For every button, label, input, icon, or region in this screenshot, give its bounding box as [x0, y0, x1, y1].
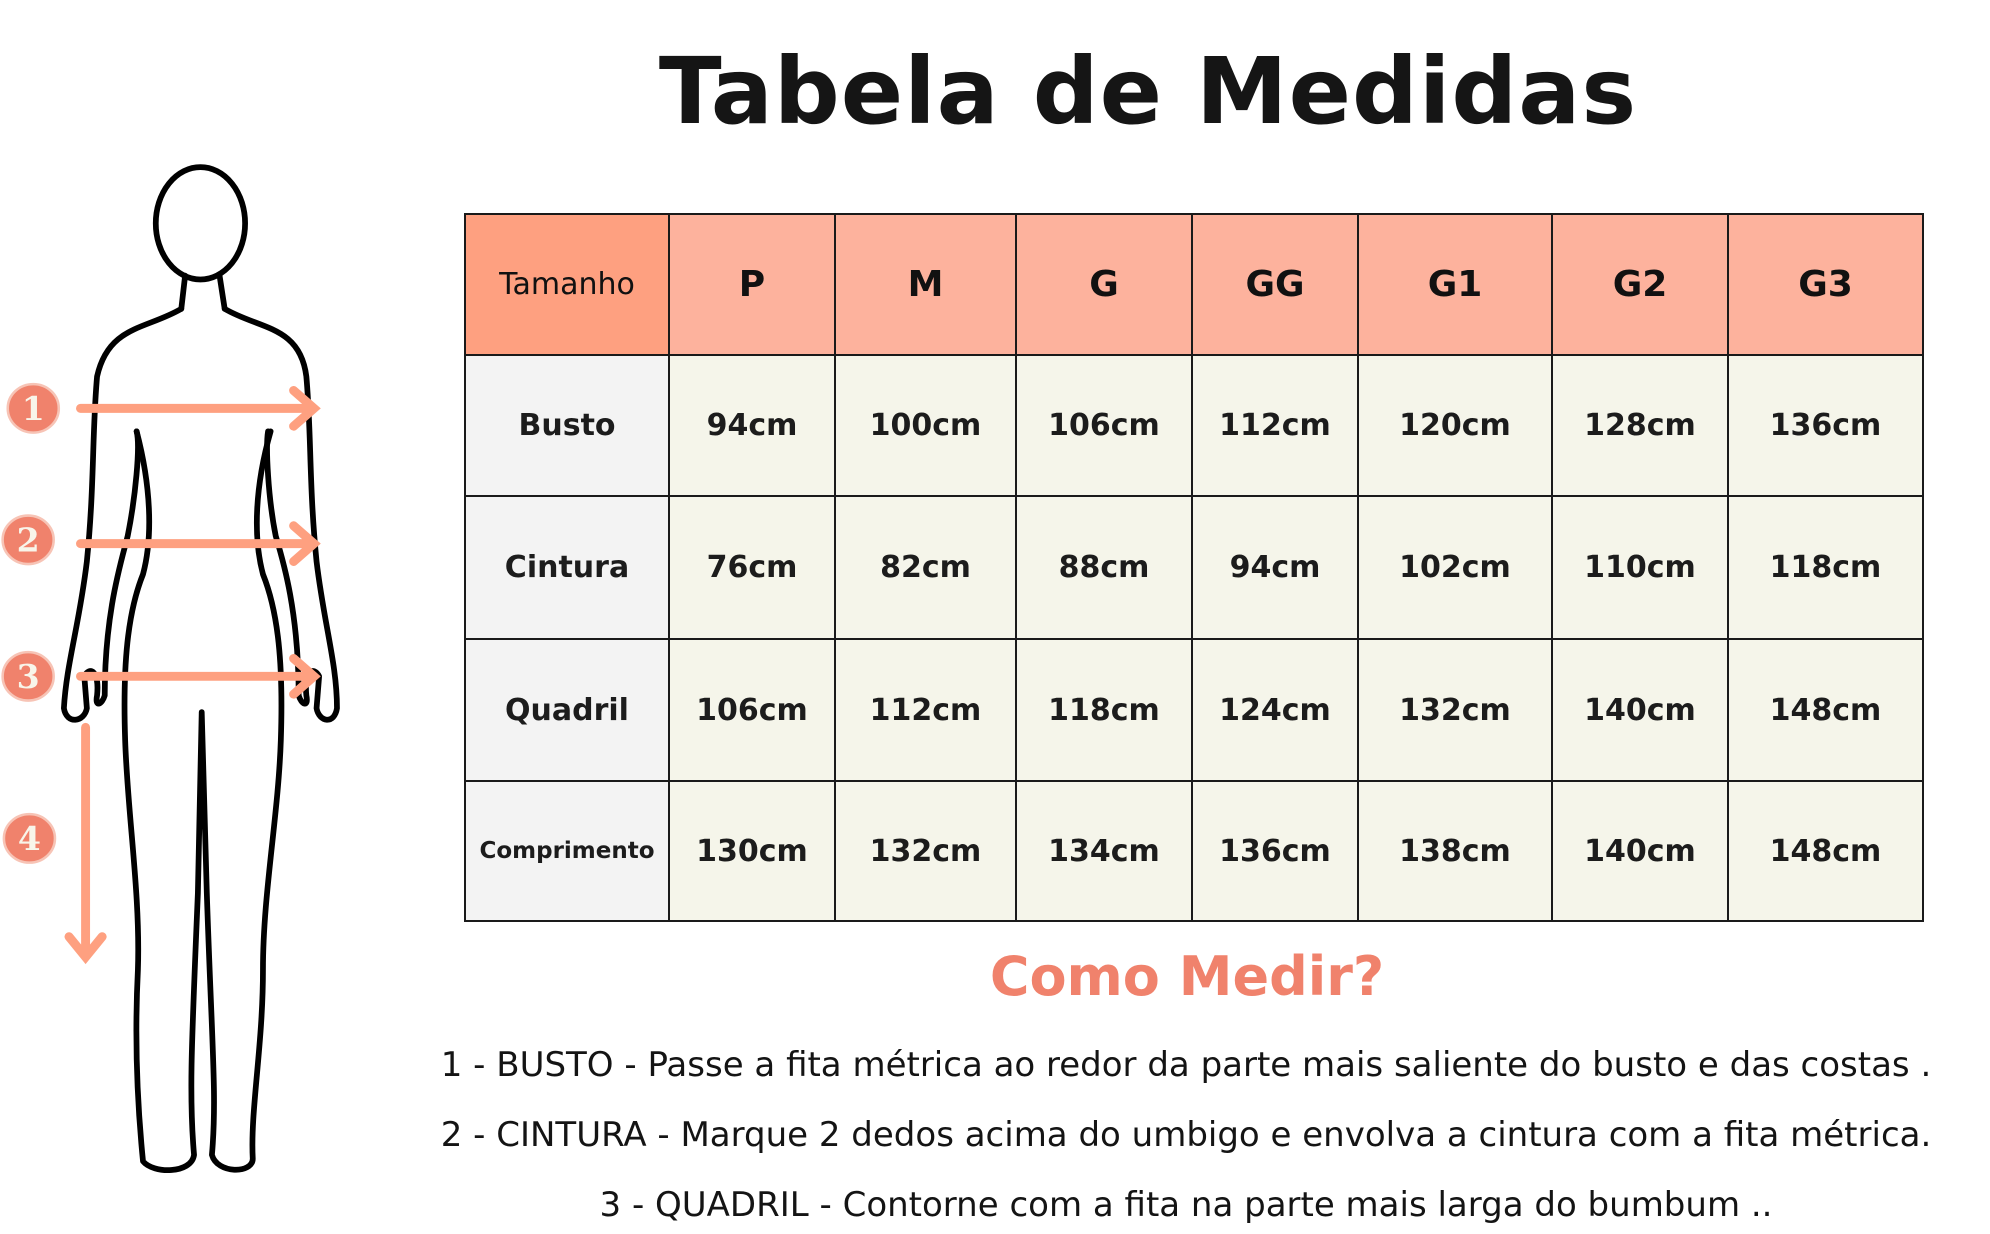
table-cell: 140cm — [1551, 780, 1729, 922]
table-cell: 100cm — [834, 354, 1017, 497]
svg-text:3: 3 — [17, 657, 40, 696]
table-row: Busto 94cm 100cm 106cm 112cm 120cm 128cm… — [464, 354, 1924, 497]
table-cell: 112cm — [1191, 354, 1359, 497]
table-cell: 118cm — [1727, 495, 1924, 640]
table-cell: 110cm — [1551, 495, 1729, 640]
table-cell: 76cm — [668, 495, 836, 640]
table-cell: 106cm — [1015, 354, 1193, 497]
row-label: Cintura — [464, 495, 670, 640]
table-cell: 118cm — [1015, 638, 1193, 782]
header-size: G — [1015, 213, 1193, 356]
body-outline-icon — [61, 164, 340, 1174]
table-cell: 94cm — [668, 354, 836, 497]
table-cell: 120cm — [1357, 354, 1553, 497]
page-title: Tabela de Medidas — [658, 38, 1638, 145]
table-header-row: Tamanho P M G GG G1 G2 G3 — [464, 213, 1924, 356]
table-cell: 132cm — [1357, 638, 1553, 782]
table-cell: 106cm — [668, 638, 836, 782]
how-to-measure-title: Como Medir? — [989, 945, 1385, 1008]
size-table: Tamanho P M G GG G1 G2 G3 Busto 94cm 100… — [464, 213, 1924, 922]
table-cell: 130cm — [668, 780, 836, 922]
instruction-hip: 3 - QUADRIL - Contorne com a fita na par… — [599, 1185, 1773, 1225]
table-cell: 128cm — [1551, 354, 1729, 497]
svg-text:1: 1 — [22, 389, 45, 428]
table-cell: 140cm — [1551, 638, 1729, 782]
header-size: GG — [1191, 213, 1359, 356]
measurement-arrows — [64, 386, 321, 965]
svg-text:2: 2 — [17, 520, 40, 559]
table-cell: 88cm — [1015, 495, 1193, 640]
marker-3: 3 — [1, 650, 55, 702]
instruction-waist: 2 - CINTURA - Marque 2 dedos acima do um… — [440, 1115, 1932, 1155]
table-cell: 102cm — [1357, 495, 1553, 640]
arrow-right-icon — [76, 654, 321, 699]
arrow-down-icon — [64, 722, 107, 965]
table-cell: 82cm — [834, 495, 1017, 640]
header-size: M — [834, 213, 1017, 356]
marker-1: 1 — [6, 382, 61, 434]
arrow-right-icon — [76, 521, 321, 566]
table-cell: 112cm — [834, 638, 1017, 782]
table-cell: 124cm — [1191, 638, 1359, 782]
svg-text:4: 4 — [18, 819, 41, 858]
table-cell: 136cm — [1727, 354, 1924, 497]
header-size: G2 — [1551, 213, 1729, 356]
table-cell: 132cm — [834, 780, 1017, 922]
table-cell: 138cm — [1357, 780, 1553, 922]
table-cell: 148cm — [1727, 638, 1924, 782]
row-label: Comprimento — [464, 780, 670, 922]
header-size: G3 — [1727, 213, 1924, 356]
marker-4: 4 — [2, 812, 57, 864]
body-measurement-figure: 1 2 3 4 — [1, 164, 340, 1174]
table-row: Quadril 106cm 112cm 118cm 124cm 132cm 14… — [464, 638, 1924, 782]
table-cell: 148cm — [1727, 780, 1924, 922]
instruction-bust: 1 - BUSTO - Passe a fita métrica ao redo… — [440, 1045, 1932, 1085]
header-size: P — [668, 213, 836, 356]
table-row: Comprimento 130cm 132cm 134cm 136cm 138c… — [464, 780, 1924, 922]
table-cell: 94cm — [1191, 495, 1359, 640]
header-size: G1 — [1357, 213, 1553, 356]
header-size-label: Tamanho — [464, 213, 670, 356]
row-label: Quadril — [464, 638, 670, 782]
marker-2: 2 — [1, 514, 55, 566]
table-cell: 136cm — [1191, 780, 1359, 922]
row-label: Busto — [464, 354, 670, 497]
table-cell: 134cm — [1015, 780, 1193, 922]
arrow-right-icon — [76, 386, 321, 431]
table-row: Cintura 76cm 82cm 88cm 94cm 102cm 110cm … — [464, 495, 1924, 640]
